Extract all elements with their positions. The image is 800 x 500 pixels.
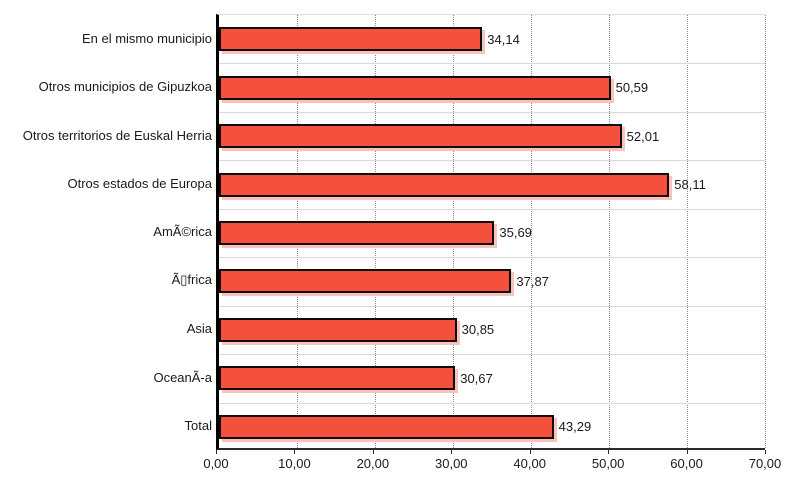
bar-row: 37,87 bbox=[219, 257, 765, 305]
category-label: Asia bbox=[186, 321, 212, 337]
row-boundary-gridline bbox=[219, 63, 765, 64]
bar-row: 35,69 bbox=[219, 209, 765, 257]
vertical-gridline bbox=[609, 15, 610, 448]
x-tick-mark bbox=[529, 450, 531, 454]
x-tick-mark bbox=[294, 450, 296, 454]
bar bbox=[219, 366, 456, 391]
vertical-gridline bbox=[765, 15, 766, 448]
x-tick-label: 50,00 bbox=[591, 456, 625, 471]
bar bbox=[219, 27, 483, 52]
bar-value-label: 52,01 bbox=[626, 128, 660, 144]
category-label: Otros territorios de Euskal Herria bbox=[22, 127, 212, 143]
bar-value-label: 30,85 bbox=[461, 322, 495, 338]
row-boundary-gridline bbox=[219, 354, 765, 355]
category-label: Ã▯frica bbox=[171, 272, 212, 288]
bar-row: 52,01 bbox=[219, 112, 765, 160]
bar-value-label: 30,67 bbox=[460, 370, 493, 386]
plot-area: 34,14 50,59 52,01 58,11 35,69 37,87 30,85 30,67… bbox=[216, 14, 766, 451]
category-label: AmÃ©rica bbox=[153, 224, 212, 240]
x-tick-label: 10,00 bbox=[278, 456, 311, 471]
bar bbox=[219, 317, 457, 342]
x-tick-mark bbox=[686, 450, 688, 454]
category-axis-labels: En el mismo municipio Otros municipios de… bbox=[0, 14, 212, 450]
bar bbox=[219, 75, 611, 100]
bar bbox=[219, 414, 554, 439]
category-label: Total bbox=[184, 418, 212, 434]
row-boundary-gridline bbox=[219, 257, 765, 258]
bar-row: 58,11 bbox=[219, 160, 765, 208]
bar-value-label: 50,59 bbox=[615, 80, 649, 96]
category-label: OceanÃ-a bbox=[153, 369, 212, 385]
bar bbox=[219, 124, 622, 149]
bar-value-label: 43,29 bbox=[558, 419, 592, 435]
x-tick-label: 70,00 bbox=[748, 456, 782, 471]
row-boundary-gridline bbox=[219, 209, 765, 210]
vertical-gridline bbox=[531, 15, 532, 448]
bar-row: 30,85 bbox=[219, 306, 765, 354]
bar-value-label: 35,69 bbox=[499, 225, 532, 241]
bar-row: 50,59 bbox=[219, 63, 765, 111]
x-tick-label: 0,00 bbox=[203, 456, 229, 471]
x-tick-mark bbox=[608, 450, 610, 454]
x-tick-label: 60,00 bbox=[670, 456, 703, 471]
x-tick-mark bbox=[451, 450, 453, 454]
bar-value-label: 37,87 bbox=[516, 273, 549, 289]
x-tick-label: 20,00 bbox=[356, 456, 390, 471]
row-boundary-gridline bbox=[219, 160, 765, 161]
x-tick-label: 40,00 bbox=[513, 456, 546, 471]
bar-value-label: 34,14 bbox=[487, 31, 520, 47]
bar-row: 34,14 bbox=[219, 15, 765, 63]
vertical-gridline bbox=[687, 15, 688, 448]
bar bbox=[219, 269, 512, 294]
category-label: Otros estados de Europa bbox=[67, 176, 212, 192]
x-tick-mark bbox=[216, 450, 217, 454]
category-label: Otros municipios de Gipuzkoa bbox=[38, 79, 212, 95]
bar bbox=[219, 220, 495, 245]
bar-value-label: 58,11 bbox=[674, 177, 706, 193]
row-boundary-gridline bbox=[219, 112, 765, 113]
x-tick-label: 30,00 bbox=[435, 456, 468, 471]
bar-row: 30,67 bbox=[219, 354, 765, 402]
category-label: En el mismo municipio bbox=[81, 30, 212, 46]
row-boundary-gridline bbox=[219, 403, 765, 404]
x-tick-mark bbox=[765, 450, 766, 454]
bar-row: 43,29 bbox=[219, 403, 765, 451]
bar bbox=[219, 172, 670, 197]
x-tick-mark bbox=[372, 450, 374, 454]
row-boundary-gridline bbox=[219, 306, 765, 307]
